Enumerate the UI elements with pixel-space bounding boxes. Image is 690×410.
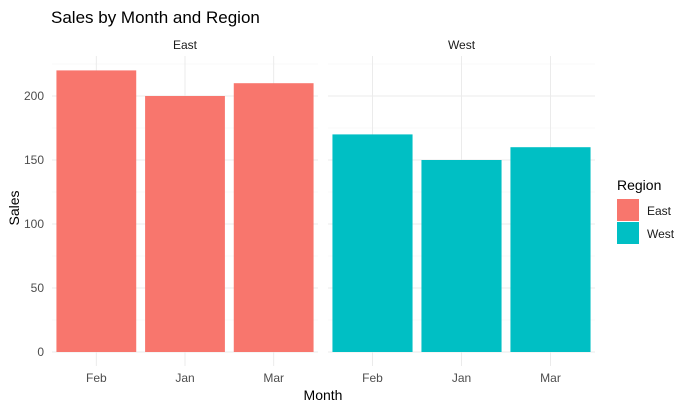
legend-key-east	[617, 199, 639, 221]
legend-label-west: West	[647, 227, 675, 241]
legend: Region East West	[617, 177, 675, 244]
facet-strip-east: East	[173, 38, 198, 52]
x-tick-label: Feb	[86, 371, 107, 385]
facet-strip-west: West	[448, 38, 476, 52]
panel-east: East Feb Jan Mar	[52, 38, 318, 385]
panel-west: West Feb Jan Mar	[328, 38, 595, 385]
chart-title: Sales by Month and Region	[51, 8, 260, 27]
y-tick-label: 50	[31, 281, 45, 295]
legend-label-east: East	[647, 204, 672, 218]
bar-east-mar	[233, 83, 314, 352]
bar-east-jan	[145, 96, 225, 352]
y-tick-label: 0	[37, 345, 44, 359]
legend-key-west	[617, 222, 639, 244]
x-tick-label: Feb	[362, 371, 383, 385]
x-tick-label: Jan	[175, 371, 194, 385]
y-tick-label: 200	[24, 89, 44, 103]
bar-east-feb	[56, 70, 137, 353]
y-tick-label: 100	[24, 217, 44, 231]
x-axis-title: Month	[304, 387, 343, 403]
y-axis-title: Sales	[6, 190, 22, 225]
y-ticks: 0 50 100 150 200	[24, 89, 44, 359]
x-tick-label: Jan	[452, 371, 471, 385]
y-tick-label: 150	[24, 153, 44, 167]
x-tick-label: Mar	[540, 371, 561, 385]
x-ticks-west: Feb Jan Mar	[362, 371, 561, 385]
bar-west-mar	[510, 147, 591, 352]
legend-title: Region	[617, 177, 661, 193]
bar-west-jan	[421, 160, 502, 352]
bars-east	[56, 70, 314, 353]
x-ticks-east: Feb Jan Mar	[86, 371, 284, 385]
bar-west-feb	[332, 134, 413, 352]
bars-west	[332, 134, 591, 352]
x-tick-label: Mar	[263, 371, 284, 385]
